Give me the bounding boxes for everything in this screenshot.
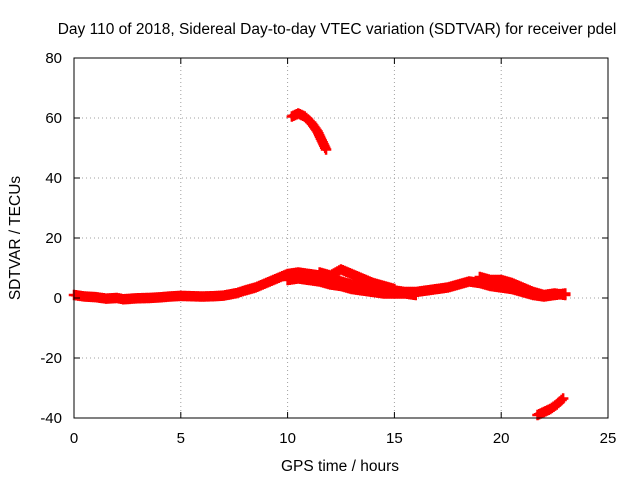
x-axis-label: GPS time / hours xyxy=(281,458,399,475)
axis-ticks: 0 5 10 15 20 25 -40 -20 0 20 40 60 80 xyxy=(40,50,616,447)
y-tick-label: -40 xyxy=(40,410,62,427)
data-point xyxy=(560,289,571,301)
y-tick-label: 80 xyxy=(45,50,62,67)
chart-title: Day 110 of 2018, Sidereal Day-to-day VTE… xyxy=(58,21,617,38)
data-point xyxy=(389,283,400,295)
data-point xyxy=(410,289,422,301)
x-tick-label: 20 xyxy=(493,430,510,447)
x-tick-label: 0 xyxy=(70,430,78,447)
y-tick-label: -20 xyxy=(40,350,62,367)
data-series xyxy=(532,393,569,421)
x-tick-label: 25 xyxy=(600,430,617,447)
y-tick-label: 60 xyxy=(45,110,62,127)
data-point xyxy=(557,393,569,404)
x-tick-label: 5 xyxy=(177,430,185,447)
y-tick-label: 20 xyxy=(45,230,62,247)
data-series xyxy=(314,264,400,295)
data-series xyxy=(474,271,571,301)
data-series xyxy=(286,108,332,155)
data-point xyxy=(320,144,332,155)
x-tick-label: 15 xyxy=(386,430,403,447)
y-tick-label: 0 xyxy=(54,290,62,307)
y-tick-label: 40 xyxy=(45,170,62,187)
x-tick-label: 10 xyxy=(279,430,296,447)
data-points xyxy=(68,108,571,421)
grid xyxy=(74,58,608,418)
y-axis-label: SDTVAR / TECUs xyxy=(7,176,24,301)
